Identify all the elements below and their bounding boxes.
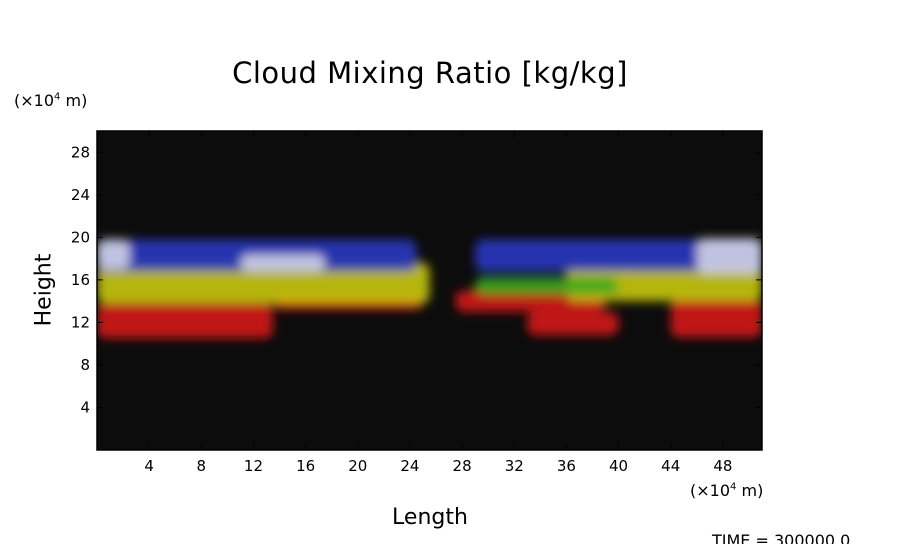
x-tick-label: 16 xyxy=(296,457,315,475)
y-tick-label: 4 xyxy=(80,398,90,416)
x-tick-label: 48 xyxy=(713,457,732,475)
cloud-band-yellow-0 xyxy=(97,262,430,304)
cloud-band-red-4 xyxy=(670,299,762,338)
chart-title: Cloud Mixing Ratio [kg/kg] xyxy=(232,56,628,90)
cloud-band-white-1 xyxy=(240,254,326,272)
x-tick-label: 4 xyxy=(144,457,154,475)
x-tick-label: 28 xyxy=(453,457,472,475)
y-tick-label: 8 xyxy=(80,356,90,374)
x-unit-exponent: 4 xyxy=(730,481,737,493)
cloud-band-green-0 xyxy=(475,277,619,295)
time-label: TIME = 300000.0 xyxy=(712,531,851,544)
y-unit-suffix: m) xyxy=(60,91,88,110)
y-tick-label: 16 xyxy=(71,271,90,289)
x-tick-label: 24 xyxy=(400,457,419,475)
y-axis-ticks: 4 8 12 16 20 24 28 xyxy=(71,143,762,416)
y-unit-exponent: 4 xyxy=(54,91,61,103)
y-unit-prefix: (×10 xyxy=(14,91,55,110)
x-tick-label: 32 xyxy=(505,457,524,475)
x-tick-label: 40 xyxy=(609,457,628,475)
cloud-band-red-3 xyxy=(527,311,619,336)
y-tick-label: 20 xyxy=(71,228,90,246)
plot-frame xyxy=(96,130,763,451)
x-tick-label: 20 xyxy=(348,457,367,475)
cloud-band-white-0 xyxy=(97,239,130,270)
y-tick-label: 24 xyxy=(71,186,90,204)
x-tick-label: 44 xyxy=(661,457,680,475)
cloud-band-white-2 xyxy=(696,238,762,274)
x-tick-label: 12 xyxy=(244,457,263,475)
x-unit-suffix: m) xyxy=(736,481,764,500)
x-axis-label: Length xyxy=(392,505,468,530)
cloud-field xyxy=(97,238,762,339)
y-tick-label: 28 xyxy=(71,143,90,161)
x-axis-ticks: 4 8 12 16 20 24 28 32 36 40 44 48 xyxy=(144,131,732,475)
y-tick-label: 12 xyxy=(71,313,90,331)
cloud-band-blue-1 xyxy=(475,239,762,272)
y-axis-unit: (×104 m) xyxy=(14,91,87,110)
x-tick-label: 8 xyxy=(197,457,207,475)
x-axis-unit: (×104 m) xyxy=(690,481,763,500)
x-tick-label: 36 xyxy=(557,457,576,475)
cloud-band-red-0 xyxy=(97,303,274,339)
x-unit-prefix: (×10 xyxy=(690,481,731,500)
